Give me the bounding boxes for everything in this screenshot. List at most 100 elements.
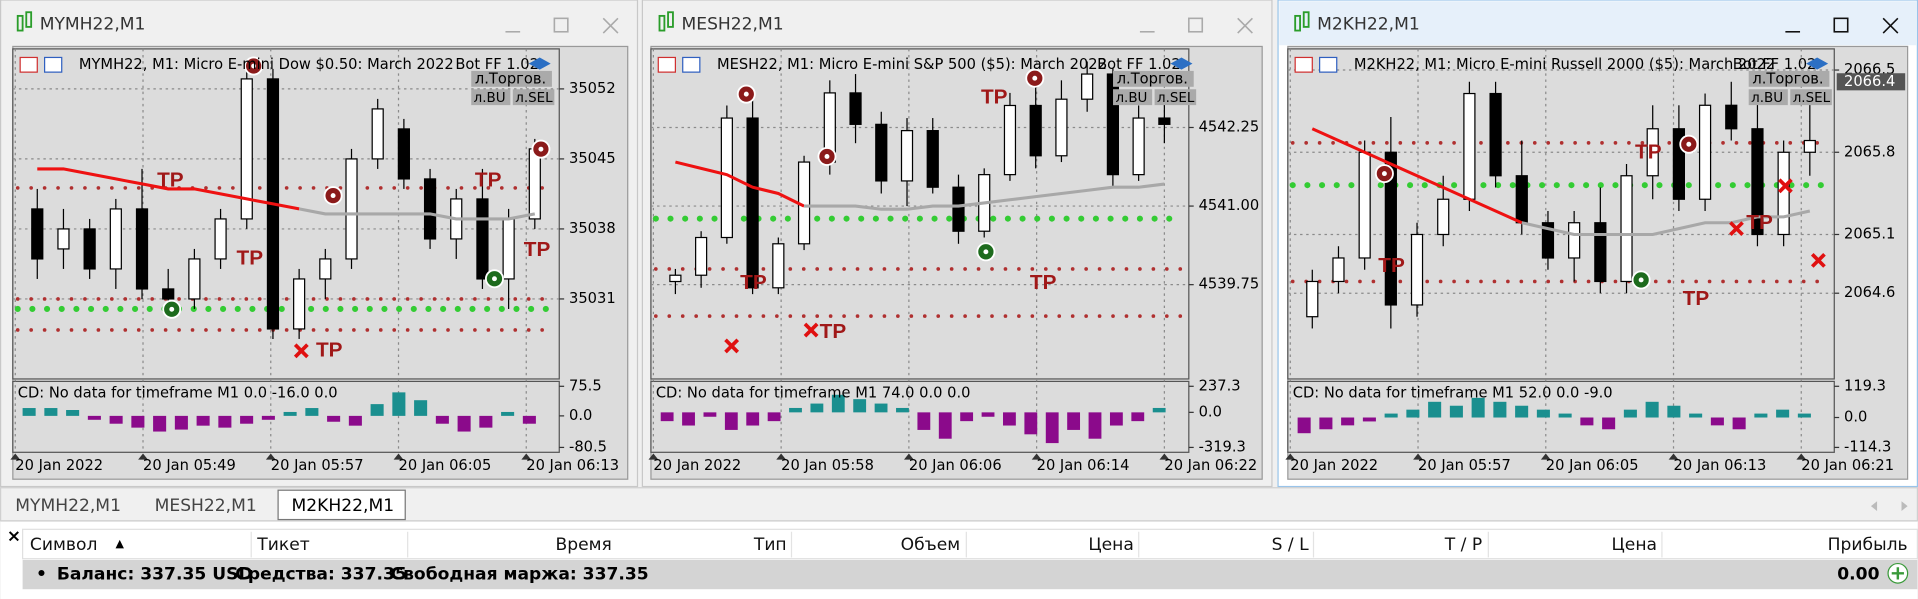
column-header[interactable]: S / L	[1272, 535, 1310, 555]
close-button[interactable]	[602, 17, 619, 34]
x-tick-label: 20 Jan 05:58	[781, 457, 874, 474]
bot-icon	[1806, 57, 1829, 70]
column-header[interactable]: Цена	[1612, 535, 1657, 555]
row-bullet: •	[36, 565, 47, 585]
histogram-bar	[1471, 397, 1485, 418]
column-header[interactable]: Объем	[901, 535, 961, 555]
x-tick-mark	[1285, 453, 1296, 460]
histogram-bar	[392, 392, 406, 416]
column-header[interactable]: Тип	[753, 535, 787, 555]
chart-header: MYMH22, M1: Micro E-mini Dow $0.50: Marc…	[79, 56, 454, 73]
trade-marker-dot	[251, 63, 257, 69]
column-header[interactable]: Цена	[1088, 535, 1133, 555]
histogram-bar	[1045, 412, 1059, 444]
tab-label: M2KH22,M1	[292, 496, 395, 516]
tp-label: TP	[316, 338, 343, 361]
candle-body	[1003, 104, 1017, 176]
y-tick-label: 4542.25	[1199, 118, 1260, 135]
tab[interactable]	[141, 490, 276, 520]
histogram-bar	[1776, 409, 1790, 418]
candle-body	[345, 158, 358, 260]
tp-label: TP	[524, 238, 551, 261]
trade-button-label: л.Торгов.	[1752, 70, 1823, 87]
x-tick-mark	[10, 453, 21, 460]
histogram-bar	[1645, 401, 1659, 418]
candle-body	[1672, 128, 1686, 200]
histogram-bar	[1623, 409, 1637, 418]
column-header[interactable]: Символ	[30, 535, 97, 555]
histogram-bar	[1580, 417, 1594, 426]
x-tick-mark	[1796, 453, 1807, 460]
bu-button[interactable]	[1113, 89, 1153, 106]
candle-body	[109, 208, 122, 270]
sell-button[interactable]	[512, 89, 555, 106]
candle-body	[1698, 104, 1712, 200]
close-button[interactable]	[1237, 17, 1253, 34]
histogram-bar	[660, 412, 674, 422]
histogram-bar	[370, 404, 384, 416]
x-tick-mark	[393, 453, 404, 460]
tab[interactable]	[277, 489, 406, 521]
candle-body	[1106, 73, 1120, 176]
sort-indicator: ▲	[116, 537, 125, 550]
histogram-bar	[1024, 412, 1038, 435]
sell-button[interactable]	[1154, 89, 1197, 106]
candle-body	[1132, 117, 1145, 176]
histogram-bar	[1341, 417, 1355, 426]
y-tick-label: 2065.1	[1844, 225, 1895, 242]
histogram-bar	[1003, 412, 1016, 426]
column-header[interactable]: T / P	[1444, 535, 1482, 555]
x-tick-label: 20 Jan 2022	[1290, 457, 1378, 474]
bu-button[interactable]	[1748, 89, 1788, 106]
close-panel[interactable]: ×	[7, 527, 21, 547]
trade-button[interactable]	[471, 70, 552, 87]
maximize-button[interactable]	[1833, 17, 1849, 33]
indicator-tick-label: -319.3	[1199, 438, 1246, 455]
histogram-bar	[1710, 417, 1724, 426]
window-icon	[667, 11, 674, 28]
tp-label: TP	[1683, 287, 1710, 310]
candle-body	[900, 130, 914, 182]
window-title: MYMH22,M1	[40, 14, 146, 34]
window-icon	[658, 14, 666, 32]
candle-body	[695, 236, 708, 276]
moving-average	[298, 207, 536, 221]
histogram-bar	[283, 411, 297, 416]
trade-button[interactable]	[1113, 70, 1194, 87]
histogram-bar	[240, 415, 254, 424]
histogram-bar	[810, 403, 824, 413]
window-icon	[25, 11, 33, 28]
candle-body	[1410, 233, 1424, 306]
close-button[interactable]	[1882, 17, 1899, 34]
candle-body	[1725, 104, 1738, 130]
histogram-bar	[853, 399, 867, 413]
close-marker	[724, 338, 740, 354]
histogram-bar	[327, 415, 341, 422]
histogram-bar	[109, 415, 123, 424]
histogram-bar	[522, 415, 536, 424]
moving-average	[37, 167, 300, 211]
histogram-bar	[1732, 417, 1746, 430]
column-header[interactable]: Тикет	[256, 535, 309, 555]
histogram-bar	[981, 412, 995, 417]
candle-body	[502, 218, 515, 280]
sell-button-label: л.SEL	[1157, 91, 1195, 106]
histogram-bar	[1109, 412, 1123, 426]
close-marker	[1810, 252, 1826, 268]
bu-button[interactable]	[471, 89, 511, 106]
indicator-tick-label: -80.5	[569, 438, 607, 455]
tp-label: TP	[740, 271, 767, 294]
candle-body	[926, 130, 939, 188]
histogram-bar	[457, 415, 471, 432]
maximize-button[interactable]	[1188, 17, 1204, 33]
histogram-bar	[501, 411, 515, 416]
column-header[interactable]: Время	[555, 535, 611, 555]
histogram-bar	[174, 415, 188, 430]
column-header[interactable]: Прибыль	[1828, 535, 1908, 555]
trade-button[interactable]	[1748, 70, 1830, 87]
trade-marker-dot	[1032, 75, 1038, 81]
sell-button[interactable]	[1790, 89, 1832, 106]
tab[interactable]	[1, 490, 139, 520]
histogram-bar	[1558, 413, 1572, 418]
maximize-button[interactable]	[553, 17, 569, 33]
